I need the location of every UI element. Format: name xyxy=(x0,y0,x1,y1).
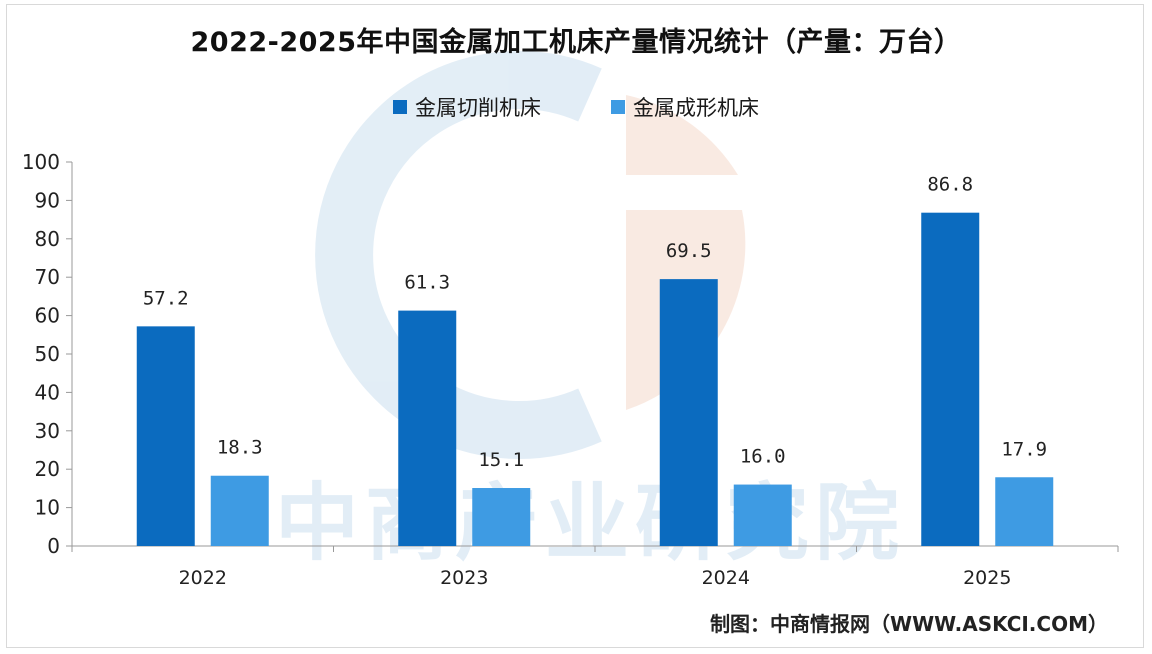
bar-cutting-2023 xyxy=(398,310,457,546)
y-tick-label: 100 xyxy=(22,150,60,174)
y-tick-label: 80 xyxy=(35,227,60,251)
bar-cutting-2022 xyxy=(136,326,195,546)
bar-cutting-2025 xyxy=(921,212,980,547)
source-credit: 制图：中商情报网（WWW.ASKCI.COM） xyxy=(710,612,1108,636)
y-tick-label: 0 xyxy=(47,534,60,558)
data-label: 18.3 xyxy=(217,437,263,459)
legend-item-cutting: 金属切削机床 xyxy=(393,92,541,122)
y-tick-label: 30 xyxy=(35,419,60,443)
data-label: 86.8 xyxy=(927,174,973,196)
y-tick-label: 90 xyxy=(35,188,60,212)
data-label: 17.9 xyxy=(1001,438,1047,460)
y-tick-label: 40 xyxy=(35,380,60,404)
data-label: 57.2 xyxy=(143,287,189,309)
bar-forming-2023 xyxy=(472,488,531,546)
bar-cutting-2024 xyxy=(659,279,718,546)
data-label: 61.3 xyxy=(404,272,450,294)
x-category-label: 2022 xyxy=(179,567,227,589)
chart-title: 2022-2025年中国金属加工机床产量情况统计（产量：万台） xyxy=(190,27,962,58)
y-tick-label: 10 xyxy=(35,496,60,520)
data-label: 15.1 xyxy=(478,449,524,471)
watermark-text: 中商产业研究院 xyxy=(275,474,905,572)
watermark: 中商产业研究院 xyxy=(275,51,905,572)
legend-swatch-cutting xyxy=(393,100,407,114)
data-label: 69.5 xyxy=(666,240,712,262)
y-tick-label: 70 xyxy=(35,265,60,289)
bar-forming-2022 xyxy=(210,475,269,546)
legend-label-forming: 金属成形机床 xyxy=(633,96,759,120)
legend-label-cutting: 金属切削机床 xyxy=(415,96,541,120)
y-tick-label: 50 xyxy=(35,342,60,366)
legend-swatch-forming xyxy=(611,100,625,114)
x-category-label: 2025 xyxy=(963,567,1011,589)
bar-forming-2025 xyxy=(995,477,1054,546)
y-tick-label: 20 xyxy=(35,457,60,481)
bar-forming-2024 xyxy=(733,484,792,546)
x-category-label: 2023 xyxy=(440,567,488,589)
data-label: 16.0 xyxy=(740,446,786,468)
watermark-logo-arc xyxy=(315,51,602,459)
bars xyxy=(136,212,1054,547)
x-category-label: 2024 xyxy=(702,567,750,589)
y-tick-label: 60 xyxy=(35,304,60,328)
legend: 金属切削机床 金属成形机床 xyxy=(0,92,1152,122)
data-labels: 57.2 18.3 61.3 15.1 69.5 16.0 86.8 17.9 xyxy=(143,174,1047,471)
watermark-logo-top xyxy=(626,95,738,175)
legend-item-forming: 金属成形机床 xyxy=(611,92,759,122)
